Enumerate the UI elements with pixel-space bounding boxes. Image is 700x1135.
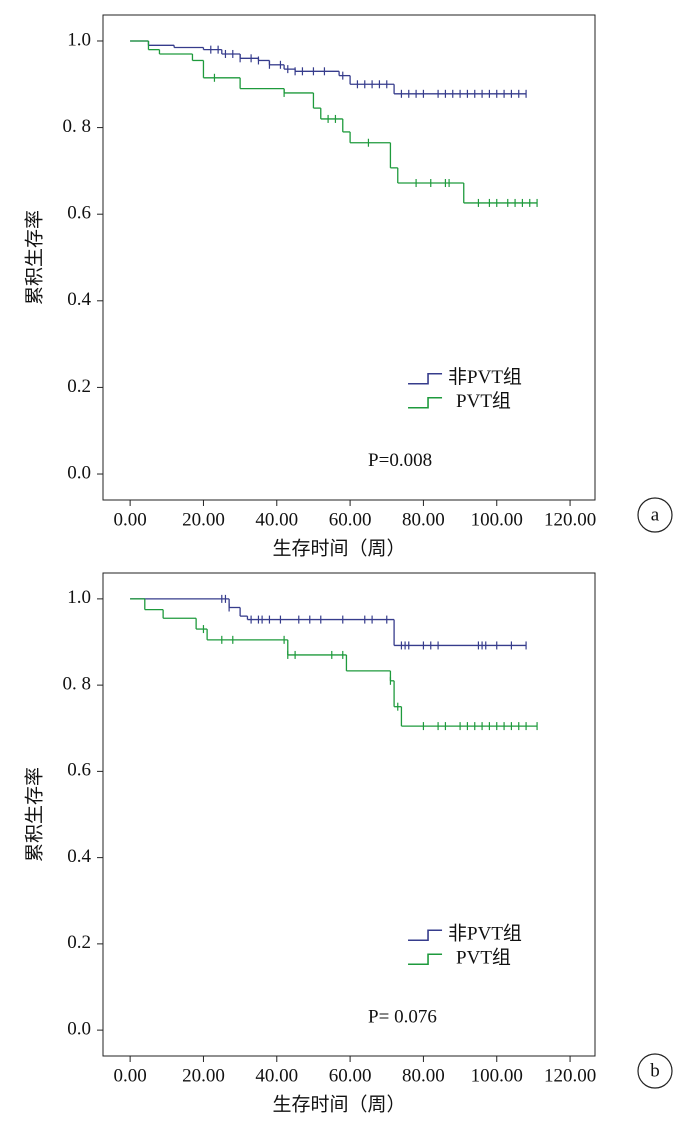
plot-frame	[102, 572, 596, 1057]
x-tick-label: 40.00	[255, 1065, 298, 1086]
panel-label: b	[650, 1060, 660, 1081]
y-axis-title: 累积生存率	[23, 210, 45, 305]
x-tick-label: 80.00	[402, 509, 445, 530]
y-tick-label: 0.6	[67, 203, 91, 224]
y-tick-label: 1.0	[67, 587, 91, 608]
panel-badge	[637, 497, 673, 533]
y-tick-label: 0.4	[67, 289, 91, 310]
y-tick-label: 0. 8	[63, 673, 92, 694]
y-tick-label: 0. 8	[63, 116, 92, 137]
legend-swatch	[408, 953, 443, 966]
x-tick-label: 100.00	[471, 509, 523, 530]
x-tick-label: 100.00	[471, 1065, 523, 1086]
y-tick-label: 0.0	[67, 462, 91, 483]
y-tick-label: 0.2	[67, 932, 91, 953]
y-tick-label: 0.6	[67, 760, 91, 781]
x-tick-label: 60.00	[329, 1065, 372, 1086]
p-value: P= 0.076	[368, 1007, 437, 1028]
x-tick-label: 0.00	[114, 1065, 147, 1086]
y-tick-label: 0.0	[67, 1018, 91, 1039]
legend-swatch	[408, 372, 443, 385]
x-axis-title: 生存时间（周）	[272, 537, 405, 559]
legend-label: PVT组	[456, 390, 511, 412]
panel-label: a	[651, 504, 660, 525]
panel-badge	[637, 1053, 673, 1089]
x-tick-label: 120.00	[544, 509, 596, 530]
x-tick-label: 20.00	[182, 1065, 225, 1086]
x-tick-label: 120.00	[544, 1065, 596, 1086]
x-tick-label: 60.00	[329, 509, 372, 530]
y-tick-label: 1.0	[67, 29, 91, 50]
x-tick-label: 40.00	[255, 509, 298, 530]
legend-swatch	[408, 929, 443, 942]
x-tick-label: 20.00	[182, 509, 225, 530]
legend-label: PVT组	[456, 947, 511, 969]
plot-frame	[102, 14, 596, 501]
p-value: P=0.008	[368, 450, 432, 471]
y-axis-title: 累积生存率	[23, 767, 45, 862]
x-tick-label: 80.00	[402, 1065, 445, 1086]
x-tick-label: 0.00	[114, 509, 147, 530]
x-axis-title: 生存时间（周）	[272, 1093, 405, 1115]
legend-label: 非PVT组	[448, 366, 522, 388]
legend-label: 非PVT组	[448, 923, 522, 945]
legend-swatch	[408, 396, 443, 409]
y-tick-label: 0.2	[67, 376, 91, 397]
y-tick-label: 0.4	[67, 846, 91, 867]
